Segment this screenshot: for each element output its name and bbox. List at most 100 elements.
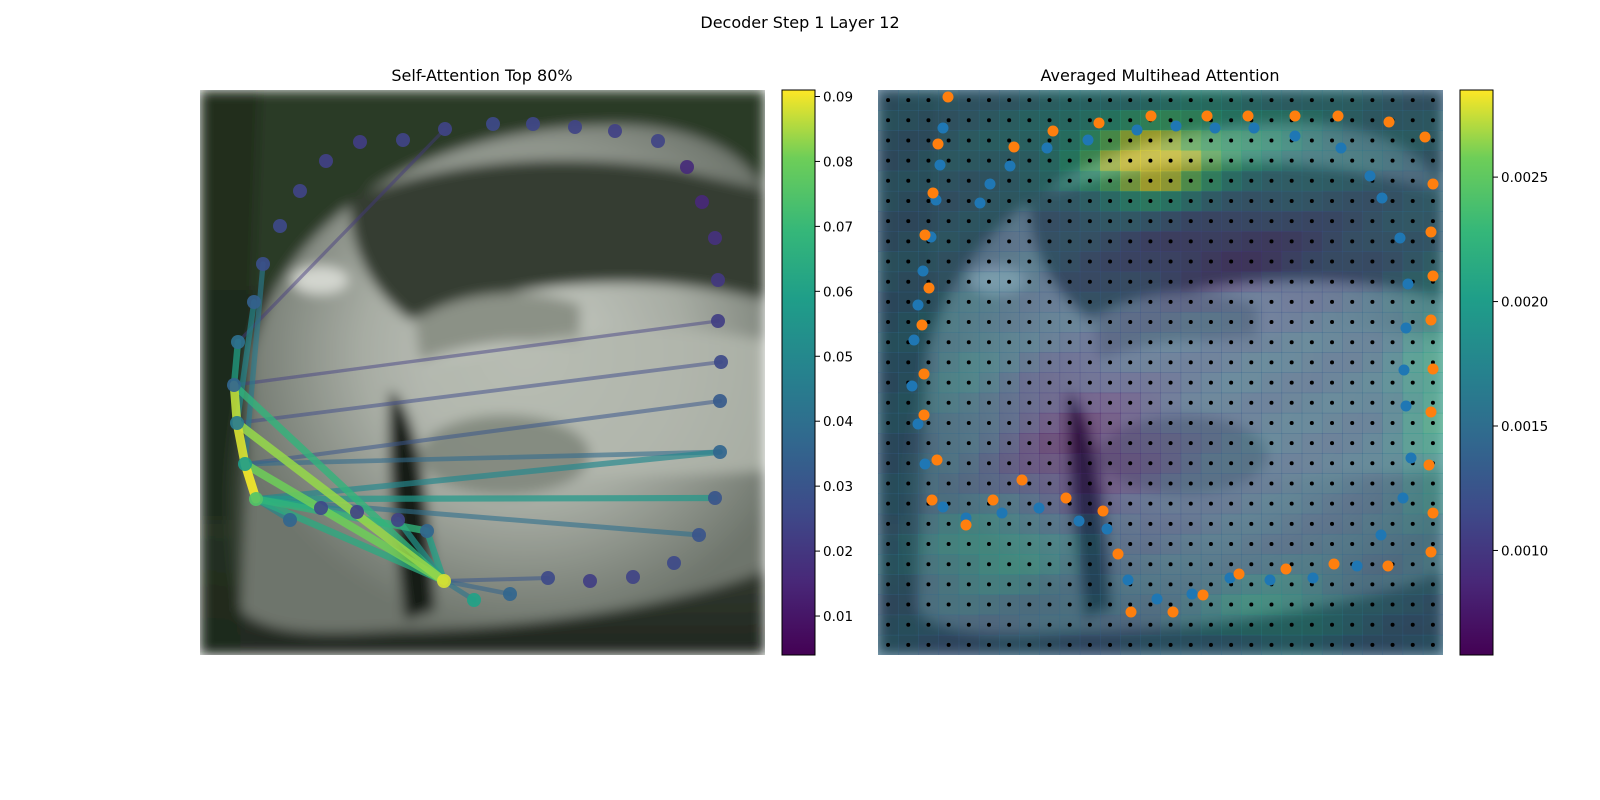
grid-dot (1410, 400, 1415, 405)
grid-dot (966, 622, 971, 627)
grid-dot (1067, 562, 1072, 567)
grid-dot (1108, 198, 1113, 203)
grid-dot (906, 320, 911, 325)
grid-dot (1087, 239, 1092, 244)
grid-dot (1087, 542, 1092, 547)
grid-dot (966, 642, 971, 647)
grid-dot (1188, 138, 1193, 143)
grid-dot (1067, 320, 1072, 325)
grid-dot (946, 340, 951, 345)
grid-dot (1390, 461, 1395, 466)
grid-dot (1087, 259, 1092, 264)
grid-dot (1148, 178, 1153, 183)
grid-dot (1430, 198, 1435, 203)
series-blue-point (937, 501, 949, 513)
grid-dot (966, 98, 971, 103)
grid-dot (1330, 501, 1335, 506)
grid-dot (1430, 239, 1435, 244)
contour-point (713, 394, 727, 408)
grid-dot (1309, 239, 1314, 244)
grid-dot (946, 441, 951, 446)
grid-dot (1208, 400, 1213, 405)
grid-dot (886, 340, 891, 345)
grid-dot (1350, 582, 1355, 587)
grid-dot (1027, 582, 1032, 587)
grid-dot (1350, 239, 1355, 244)
grid-dot (1249, 521, 1254, 526)
grid-dot (906, 622, 911, 627)
grid-dot (886, 178, 891, 183)
grid-dot (966, 420, 971, 425)
grid-dot (946, 602, 951, 607)
grid-dot (1027, 320, 1032, 325)
self-attention-title: Self-Attention Top 80% (391, 66, 572, 85)
grid-dot (1269, 340, 1274, 345)
grid-dot (1269, 239, 1274, 244)
grid-dot (986, 340, 991, 345)
grid-dot (946, 178, 951, 183)
series-blue-point (1073, 515, 1085, 527)
contour-point (626, 570, 640, 584)
grid-dot (1067, 118, 1072, 123)
grid-dot (1168, 642, 1173, 647)
grid-dot (1208, 481, 1213, 486)
grid-dot (906, 98, 911, 103)
grid-dot (1168, 582, 1173, 587)
colorbar-tick-label: 0.03 (823, 479, 853, 495)
grid-dot (1330, 198, 1335, 203)
grid-dot (886, 642, 891, 647)
grid-dot (1168, 178, 1173, 183)
grid-dot (1229, 98, 1234, 103)
grid-dot (1067, 441, 1072, 446)
attention-edge (230, 338, 242, 389)
grid-dot (906, 562, 911, 567)
grid-dot (1188, 521, 1193, 526)
grid-dot (1330, 279, 1335, 284)
grid-dot (1168, 542, 1173, 547)
grid-dot (1108, 602, 1113, 607)
grid-dot (1309, 198, 1314, 203)
grid-dot (1148, 562, 1153, 567)
grid-dot (1027, 279, 1032, 284)
grid-dot (1027, 239, 1032, 244)
grid-dot (1370, 542, 1375, 547)
grid-dot (1309, 380, 1314, 385)
grid-dot (1410, 602, 1415, 607)
grid-dot (1067, 219, 1072, 224)
grid-dot (1410, 259, 1415, 264)
grid-dot (1047, 582, 1052, 587)
grid-dot (1007, 582, 1012, 587)
grid-dot (1249, 320, 1254, 325)
grid-dot (1188, 420, 1193, 425)
grid-dot (1390, 138, 1395, 143)
grid-dot (1168, 622, 1173, 627)
series-blue-point (1186, 588, 1198, 600)
grid-dot (1410, 320, 1415, 325)
grid-dot (1249, 138, 1254, 143)
grid-dot (1269, 259, 1274, 264)
grid-dot (1168, 98, 1173, 103)
grid-dot (1269, 562, 1274, 567)
grid-dot (1047, 622, 1052, 627)
grid-dot (1330, 582, 1335, 587)
grid-dot (1067, 380, 1072, 385)
grid-dot (1007, 542, 1012, 547)
grid-dot (1087, 622, 1092, 627)
grid-dot (1007, 441, 1012, 446)
contour-point (667, 556, 681, 570)
series-orange-point (926, 494, 938, 506)
grid-dot (1289, 259, 1294, 264)
series-blue-point (912, 418, 924, 430)
grid-dot (1229, 642, 1234, 647)
grid-dot (966, 219, 971, 224)
grid-dot (946, 642, 951, 647)
grid-dot (986, 542, 991, 547)
grid-dot (1188, 360, 1193, 365)
grid-dot (1007, 98, 1012, 103)
grid-dot (1108, 158, 1113, 163)
grid-dot (1370, 582, 1375, 587)
grid-dot (1148, 158, 1153, 163)
grid-dot (1430, 118, 1435, 123)
series-orange-point (987, 494, 999, 506)
grid-dot (1007, 642, 1012, 647)
